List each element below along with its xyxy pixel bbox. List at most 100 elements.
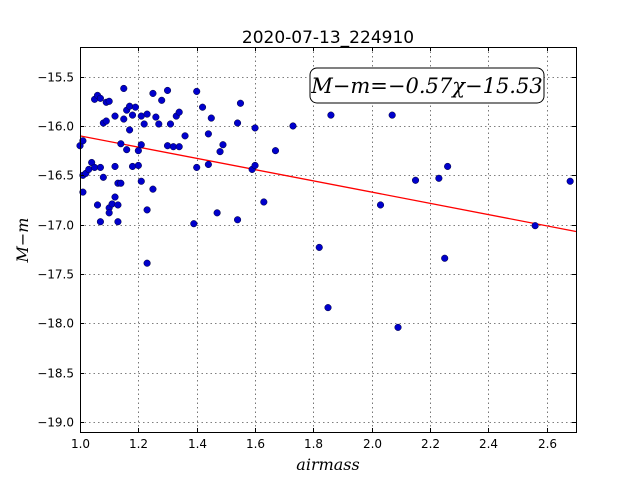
data-point bbox=[207, 114, 215, 122]
data-point bbox=[134, 161, 142, 170]
data-point bbox=[163, 86, 172, 94]
data-point bbox=[251, 124, 259, 132]
x-tick-label: 1.8 bbox=[304, 437, 323, 451]
data-point bbox=[315, 243, 323, 251]
data-point bbox=[93, 201, 102, 209]
y-tick-label: −18.5 bbox=[37, 367, 74, 381]
data-point bbox=[234, 216, 242, 224]
x-tick-label: 1.2 bbox=[129, 437, 148, 451]
data-point bbox=[108, 200, 116, 208]
x-tick-label: 1.6 bbox=[246, 437, 265, 451]
data-point bbox=[152, 113, 160, 121]
y-tick-label: −19.0 bbox=[37, 416, 74, 430]
x-tick-label: 1.0 bbox=[71, 437, 90, 451]
x-tick-label: 2.0 bbox=[363, 437, 382, 451]
data-point bbox=[234, 119, 242, 127]
plot-frame bbox=[80, 47, 577, 433]
data-point bbox=[444, 162, 452, 170]
data-point bbox=[131, 103, 139, 111]
data-point bbox=[155, 120, 163, 128]
data-point bbox=[289, 122, 297, 130]
y-tick-label: −17.0 bbox=[37, 219, 74, 233]
data-point bbox=[204, 130, 212, 138]
fit-line-group bbox=[79, 135, 577, 233]
data-point bbox=[114, 201, 122, 209]
data-point bbox=[388, 111, 396, 119]
y-tick-label: −18.0 bbox=[37, 317, 74, 331]
data-point bbox=[128, 162, 137, 170]
y-tick-label: −15.5 bbox=[37, 71, 74, 85]
data-point bbox=[79, 137, 87, 145]
data-point bbox=[251, 161, 259, 170]
data-point bbox=[96, 163, 104, 171]
x-tick-label: 1.4 bbox=[188, 437, 207, 451]
data-point bbox=[114, 218, 122, 226]
data-point bbox=[134, 147, 142, 155]
data-point bbox=[324, 304, 332, 312]
data-point bbox=[411, 176, 420, 184]
data-point bbox=[96, 94, 104, 102]
data-point bbox=[175, 143, 183, 151]
data-point bbox=[126, 102, 134, 110]
data-point bbox=[120, 115, 128, 123]
data-point bbox=[163, 142, 172, 150]
data-point bbox=[149, 185, 157, 193]
data-point bbox=[96, 218, 104, 226]
data-point bbox=[120, 84, 128, 93]
data-point bbox=[394, 323, 402, 331]
data-point bbox=[441, 254, 449, 262]
x-axis-ticks: 1.0 1.2 1.4 1.6 1.8 2.0 2.2 2.4 2.6 bbox=[71, 47, 557, 451]
data-point bbox=[143, 206, 151, 214]
y-axis-ticks: −15.5 −16.0 −16.5 −17.0 −17.5 −18.0 −18.5 −19.0 bbox=[37, 71, 576, 430]
data-point bbox=[111, 193, 119, 201]
x-axis-label: airmass bbox=[296, 455, 359, 474]
data-point bbox=[111, 112, 119, 120]
grid bbox=[80, 47, 576, 432]
y-tick-label: −16.0 bbox=[37, 120, 74, 134]
chart-title: 2020-07-13_224910 bbox=[242, 28, 414, 48]
data-point bbox=[566, 177, 574, 185]
data-point bbox=[126, 126, 134, 134]
data-points bbox=[76, 84, 574, 331]
data-point bbox=[327, 111, 335, 119]
y-axis-label: M−m bbox=[13, 218, 32, 264]
data-point bbox=[117, 179, 125, 187]
data-point bbox=[158, 96, 166, 104]
data-point bbox=[143, 110, 151, 118]
fit-equation-box: M−m=−0.57χ−15.53 bbox=[309, 67, 545, 104]
data-point bbox=[181, 132, 189, 140]
data-point bbox=[111, 162, 119, 170]
x-tick-label: 2.2 bbox=[421, 437, 440, 451]
data-point bbox=[166, 120, 174, 128]
data-point bbox=[260, 198, 268, 206]
data-point bbox=[219, 141, 227, 149]
data-point bbox=[140, 120, 148, 128]
data-point bbox=[213, 209, 221, 217]
data-point bbox=[137, 177, 145, 185]
x-tick-label: 2.4 bbox=[479, 437, 498, 451]
data-point bbox=[190, 220, 198, 228]
y-tick-label: −17.5 bbox=[37, 268, 74, 282]
data-point bbox=[117, 140, 125, 148]
y-tick-label: −16.5 bbox=[37, 169, 74, 183]
data-point bbox=[204, 160, 212, 169]
data-point bbox=[105, 209, 113, 217]
data-point bbox=[102, 117, 110, 125]
data-point bbox=[137, 141, 145, 149]
data-point bbox=[79, 188, 87, 196]
fit-line bbox=[79, 135, 577, 233]
data-point bbox=[105, 97, 113, 105]
data-point bbox=[435, 174, 443, 182]
data-point bbox=[216, 148, 224, 156]
data-point bbox=[193, 163, 201, 171]
data-point bbox=[193, 87, 201, 95]
data-point bbox=[271, 147, 280, 155]
data-point bbox=[123, 146, 131, 154]
fit-equation: M−m=−0.57χ−15.53 bbox=[310, 74, 542, 98]
data-point bbox=[175, 108, 183, 116]
x-tick-label: 2.6 bbox=[538, 437, 557, 451]
data-point bbox=[149, 89, 157, 97]
data-point bbox=[143, 259, 151, 267]
data-point bbox=[236, 99, 245, 107]
